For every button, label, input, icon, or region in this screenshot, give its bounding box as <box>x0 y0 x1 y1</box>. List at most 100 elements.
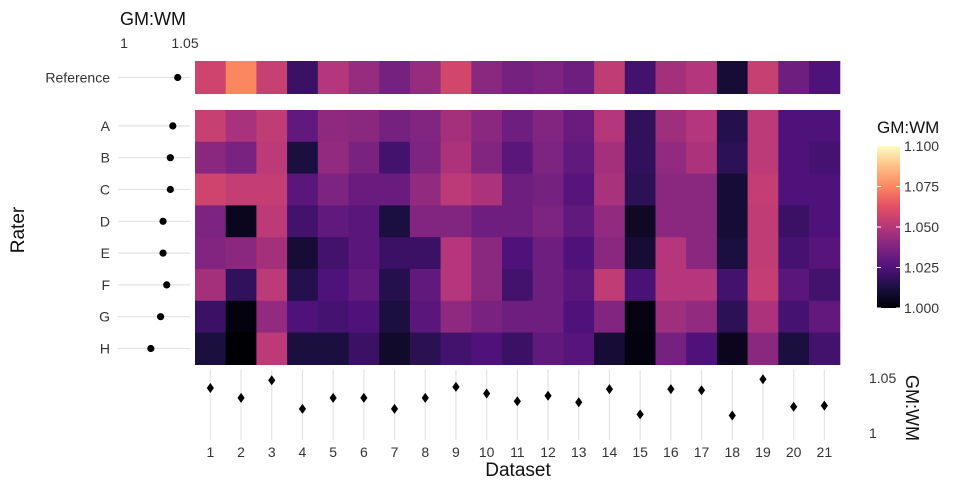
heatmap-cell <box>655 110 687 143</box>
reference-cell <box>655 61 687 94</box>
rater-summary-dot <box>166 185 174 194</box>
heatmap-cell <box>287 332 319 365</box>
heatmap-cell <box>624 110 657 143</box>
heatmap-cell <box>409 269 442 302</box>
heatmap-cell <box>716 300 749 334</box>
dataset-tick-label: 7 <box>391 444 399 460</box>
reference-cell <box>379 61 411 94</box>
dataset-summary-point <box>206 383 214 393</box>
heatmap-cell <box>256 110 288 143</box>
heatmap-cell <box>747 237 779 270</box>
colorbar-tick-label: 1.050 <box>904 219 939 235</box>
heatmap-cell <box>195 269 227 302</box>
heatmap-cell <box>716 110 749 143</box>
dataset-tick-label: 3 <box>268 444 276 460</box>
heatmap-cell <box>317 269 350 302</box>
rater-summary-dot <box>157 313 165 321</box>
rater-label: D <box>100 213 110 229</box>
heatmap-cell <box>225 141 257 175</box>
heatmap-cell <box>655 173 687 206</box>
heatmap-cell <box>409 173 442 206</box>
heatmap-cell <box>195 173 227 206</box>
reference-cell <box>532 61 564 94</box>
heatmap-cell <box>809 205 841 238</box>
rater-label: G <box>99 309 110 325</box>
heatmap-cell <box>624 205 657 238</box>
heatmap-cell <box>747 300 779 334</box>
rater-label: H <box>100 341 110 357</box>
dataset-tick-label: 9 <box>452 444 460 460</box>
heatmap-cell <box>686 237 718 270</box>
reference-cell <box>440 61 472 94</box>
heatmap-cell <box>225 300 257 334</box>
heatmap-cell <box>379 332 411 365</box>
heatmap-cell <box>256 237 288 270</box>
dataset-summary-point <box>329 392 337 403</box>
heatmap-cell <box>409 332 442 365</box>
dataset-summary-point <box>605 384 614 395</box>
heatmap-cell <box>563 332 595 365</box>
heatmap-cell <box>379 300 411 334</box>
heatmap-cell <box>594 205 626 238</box>
heatmap-cell <box>440 141 472 175</box>
heatmap-cell <box>317 110 350 143</box>
colorbar-title: GM:WM <box>877 118 939 137</box>
heatmap-cell <box>778 173 810 206</box>
heatmap-cell <box>594 141 626 175</box>
heatmap-cell <box>809 141 841 175</box>
heatmap-cell <box>655 332 687 365</box>
heatmap-cell <box>502 141 534 175</box>
heatmap-cell <box>348 205 380 238</box>
heatmap-cell <box>317 237 350 270</box>
heatmap-cell <box>624 332 657 365</box>
colorbar-tick-label: 1.000 <box>904 300 939 316</box>
dataset-summary-point <box>728 410 736 421</box>
heatmap-cell <box>287 141 319 175</box>
heatmap-cell <box>594 269 626 302</box>
dataset-tick-label: 13 <box>571 444 587 460</box>
heatmap-cell <box>778 269 810 302</box>
heatmap-cell <box>379 141 411 175</box>
heatmap-cell <box>256 205 288 238</box>
reference-cell <box>287 61 319 94</box>
dataset-tick-label: 2 <box>237 444 245 460</box>
heatmap-cell <box>502 173 534 206</box>
heatmap-cell <box>409 237 442 270</box>
rater-label: A <box>101 118 111 134</box>
heatmap-cell <box>348 110 380 143</box>
dataset-tick-label: 1 <box>206 444 214 460</box>
heatmap-cell <box>379 237 411 270</box>
heatmap-cell <box>532 173 564 206</box>
heatmap-cell <box>747 173 779 206</box>
heatmap-cell <box>287 300 319 334</box>
dataset-summary-point <box>237 392 245 403</box>
dataset-summary-point <box>298 403 307 414</box>
heatmap-cell <box>409 141 442 175</box>
heatmap-cell <box>440 110 472 143</box>
heatmap-cell <box>502 332 534 365</box>
heatmap-cell <box>471 332 503 365</box>
heatmap-cell <box>594 332 626 365</box>
dataset-tick-label: 20 <box>786 444 802 460</box>
dataset-tick-label: 11 <box>510 444 525 460</box>
heatmap-cell <box>532 205 564 238</box>
heatmap-cell <box>594 110 626 143</box>
reference-cell <box>225 61 257 94</box>
heatmap-cell <box>256 141 288 175</box>
heatmap-cell <box>225 205 257 238</box>
heatmap-cell <box>716 205 749 238</box>
heatmap-cell <box>195 205 227 238</box>
rater-label: C <box>100 182 110 198</box>
reference-cell <box>778 61 810 94</box>
dataset-summary-point <box>697 385 706 396</box>
dataset-tick-label: 12 <box>540 444 556 460</box>
heatmap-cell <box>195 141 227 175</box>
heatmap-cell <box>256 269 288 302</box>
heatmap-cell <box>686 332 718 365</box>
heatmap-cell <box>594 173 626 206</box>
heatmap-cell <box>655 269 687 302</box>
heatmap-cell <box>716 269 749 302</box>
heatmap-cell <box>594 300 626 334</box>
dataset-summary-point <box>759 374 767 385</box>
